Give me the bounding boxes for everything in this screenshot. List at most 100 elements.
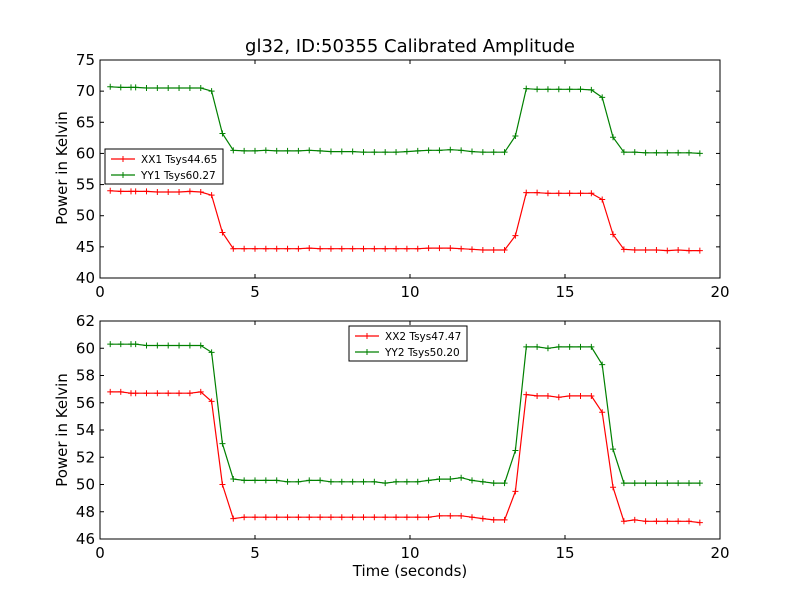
data-point	[414, 147, 421, 154]
plot-area	[107, 83, 703, 254]
data-point	[132, 390, 139, 397]
data-point	[117, 388, 124, 395]
data-point	[534, 86, 541, 93]
data-point	[273, 245, 280, 252]
legend-marker	[364, 333, 370, 339]
data-point	[317, 514, 324, 521]
legend: XX1 Tsys44.65 YY1 Tsys60.27	[104, 148, 224, 185]
data-point	[458, 512, 465, 519]
data-point	[610, 134, 617, 141]
data-point	[447, 476, 454, 483]
data-point	[686, 518, 692, 525]
data-point	[403, 478, 410, 485]
data-point	[252, 514, 258, 521]
data-point	[219, 481, 226, 488]
data-point	[382, 149, 389, 156]
data-point	[230, 147, 237, 154]
y-tick-label: 55	[76, 176, 95, 194]
data-point	[599, 94, 606, 101]
y-tick-label: 56	[76, 394, 95, 412]
data-point	[696, 247, 703, 254]
data-point	[107, 341, 114, 348]
data-point	[631, 480, 638, 487]
data-point	[154, 85, 161, 92]
data-point	[252, 245, 258, 252]
y-tick-label: 58	[76, 367, 95, 385]
data-point	[252, 147, 258, 154]
data-point	[176, 189, 183, 196]
data-point	[436, 147, 443, 154]
y-tick-label: 60	[76, 144, 95, 162]
legend-box	[348, 325, 468, 362]
chart-title: gl32, ID:50355 Calibrated Amplitude	[245, 36, 575, 57]
data-point	[165, 189, 172, 196]
data-point	[447, 245, 454, 252]
data-point	[176, 85, 183, 92]
data-point	[165, 85, 172, 92]
data-point	[458, 474, 465, 481]
data-point	[132, 341, 139, 348]
data-point	[219, 229, 226, 236]
data-point	[107, 388, 114, 395]
data-point	[197, 388, 204, 395]
legend-marker	[120, 172, 126, 178]
data-point	[117, 188, 124, 195]
data-point	[544, 392, 551, 399]
data-point	[284, 147, 291, 154]
data-point	[631, 516, 638, 523]
data-point	[176, 342, 183, 349]
data-point	[295, 147, 302, 154]
data-point	[154, 390, 161, 397]
data-point	[338, 478, 345, 485]
data-point	[230, 245, 237, 252]
data-point	[436, 476, 443, 483]
data-point	[284, 514, 291, 521]
data-point	[512, 488, 519, 495]
data-point	[295, 245, 302, 252]
x-tick-label: 5	[250, 544, 260, 562]
data-point	[479, 149, 486, 156]
data-point	[512, 232, 519, 239]
data-point	[338, 148, 345, 155]
plot-area	[107, 341, 703, 526]
x-tick-label: 20	[710, 544, 729, 562]
y-tick-label: 46	[76, 530, 95, 548]
data-point	[360, 149, 367, 156]
data-point	[599, 409, 606, 416]
data-point	[327, 148, 334, 155]
data-point	[479, 478, 486, 485]
data-point	[469, 477, 475, 484]
data-point	[219, 440, 226, 447]
data-point	[306, 514, 313, 521]
legend-entry: XX2 Tsys47.47	[355, 331, 461, 343]
data-point	[154, 342, 161, 349]
data-point	[686, 149, 692, 156]
data-point	[544, 190, 551, 197]
data-point	[555, 190, 562, 197]
data-point	[349, 478, 356, 485]
data-point	[360, 478, 367, 485]
data-point	[403, 514, 410, 521]
data-point	[295, 478, 302, 485]
legend-box	[104, 148, 224, 185]
x-tick-label: 10	[400, 544, 419, 562]
data-point	[664, 247, 671, 254]
data-point	[284, 478, 291, 485]
data-point	[631, 246, 638, 253]
data-point	[534, 189, 541, 196]
data-point	[512, 447, 519, 454]
data-point	[132, 84, 139, 91]
legend-entry: YY2 Tsys50.20	[355, 347, 460, 359]
data-point	[306, 245, 313, 252]
data-point	[501, 480, 508, 487]
data-point	[393, 149, 400, 156]
data-point	[610, 231, 617, 238]
data-point	[338, 514, 345, 521]
data-point	[664, 518, 671, 525]
data-point	[143, 188, 150, 195]
data-point	[620, 518, 627, 525]
data-point	[176, 390, 183, 397]
series-2	[107, 83, 703, 157]
